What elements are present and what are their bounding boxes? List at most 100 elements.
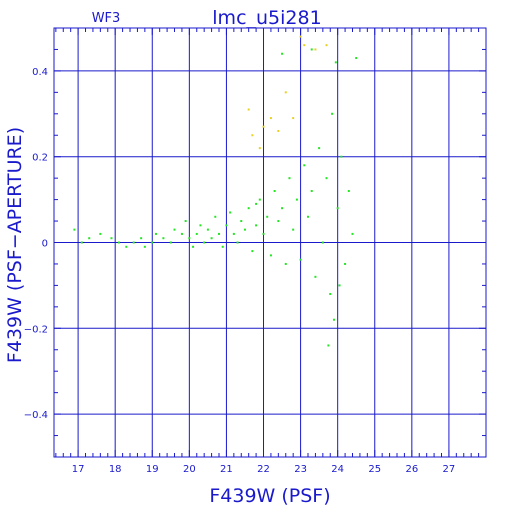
data-point bbox=[151, 241, 154, 244]
data-point bbox=[307, 215, 310, 218]
data-point bbox=[318, 147, 321, 150]
data-point bbox=[269, 117, 272, 120]
chart-title: lmc_u5i281 bbox=[212, 7, 321, 29]
data-point bbox=[262, 125, 265, 128]
data-point bbox=[154, 232, 157, 235]
data-point bbox=[210, 237, 213, 240]
data-point bbox=[310, 48, 313, 51]
data-point bbox=[273, 190, 276, 193]
data-point bbox=[281, 207, 284, 210]
data-point bbox=[314, 48, 317, 51]
data-point bbox=[192, 245, 195, 248]
data-point bbox=[281, 52, 284, 55]
x-tick-label: 24 bbox=[331, 464, 344, 475]
data-point bbox=[180, 232, 183, 235]
data-point bbox=[355, 57, 358, 60]
data-point bbox=[269, 254, 272, 257]
data-point bbox=[162, 237, 165, 240]
data-point bbox=[240, 220, 243, 223]
y-axis-label: F439W (PSF−APERTURE) bbox=[4, 127, 26, 363]
data-point bbox=[338, 284, 341, 287]
data-points bbox=[73, 35, 358, 347]
data-point bbox=[334, 61, 337, 64]
data-point bbox=[199, 224, 202, 227]
data-point bbox=[303, 44, 306, 47]
data-point bbox=[110, 237, 113, 240]
data-point bbox=[284, 262, 287, 265]
data-point bbox=[310, 190, 313, 193]
data-point bbox=[321, 241, 324, 244]
data-point bbox=[325, 177, 328, 180]
data-point bbox=[277, 129, 280, 132]
data-point bbox=[236, 241, 239, 244]
data-point bbox=[314, 275, 317, 278]
data-point bbox=[229, 211, 232, 214]
data-point bbox=[195, 232, 198, 235]
data-point bbox=[251, 134, 254, 137]
x-tick-label: 18 bbox=[109, 464, 122, 475]
data-point bbox=[251, 250, 254, 253]
data-point bbox=[80, 241, 83, 244]
data-point bbox=[184, 220, 187, 223]
y-tick-label: 0 bbox=[42, 239, 48, 250]
y-tick-label: −0.2 bbox=[24, 324, 48, 335]
data-point bbox=[329, 292, 332, 295]
data-point bbox=[266, 215, 269, 218]
data-point bbox=[218, 232, 221, 235]
x-tick-label: 20 bbox=[183, 464, 196, 475]
grid bbox=[54, 28, 486, 457]
data-point bbox=[332, 318, 335, 321]
data-point bbox=[88, 237, 91, 240]
data-point bbox=[351, 232, 354, 235]
x-axis-label: F439W (PSF) bbox=[209, 485, 330, 507]
data-point bbox=[221, 245, 224, 248]
data-point bbox=[173, 228, 176, 231]
data-point bbox=[169, 241, 172, 244]
data-point bbox=[214, 215, 217, 218]
corner-label: WF3 bbox=[92, 11, 121, 26]
axis-ticks bbox=[54, 27, 487, 458]
data-point bbox=[132, 241, 135, 244]
data-point bbox=[243, 228, 246, 231]
data-point bbox=[258, 147, 261, 150]
x-tick-label: 26 bbox=[405, 464, 418, 475]
x-tick-label: 21 bbox=[220, 464, 233, 475]
x-tick-label: 25 bbox=[368, 464, 381, 475]
data-point bbox=[203, 241, 206, 244]
y-tick-label: 0.2 bbox=[32, 153, 48, 164]
data-point bbox=[117, 241, 120, 244]
data-point bbox=[225, 224, 228, 227]
y-tick-label: 0.4 bbox=[32, 67, 48, 78]
data-point bbox=[255, 224, 258, 227]
x-tick-label: 27 bbox=[443, 464, 456, 475]
x-tick-label: 23 bbox=[294, 464, 307, 475]
data-point bbox=[247, 108, 250, 111]
x-tick-label: 22 bbox=[257, 464, 270, 475]
data-point bbox=[325, 44, 328, 47]
data-point bbox=[336, 207, 339, 210]
data-point bbox=[188, 237, 191, 240]
data-point bbox=[140, 237, 143, 240]
data-point bbox=[340, 155, 343, 158]
x-tick-label: 19 bbox=[146, 464, 159, 475]
data-point bbox=[262, 232, 265, 235]
data-point bbox=[295, 198, 298, 201]
data-point bbox=[344, 262, 347, 265]
data-point bbox=[247, 207, 250, 210]
data-point bbox=[258, 198, 261, 201]
data-point bbox=[327, 344, 330, 347]
data-point bbox=[206, 228, 209, 231]
tick-labels: 17 18 19 20 21 22 23 24 25 26 27 −0.4 −0.2 0 0.2 0.4 bbox=[24, 67, 456, 475]
data-point bbox=[299, 35, 302, 38]
data-point bbox=[299, 258, 302, 261]
data-point bbox=[255, 202, 258, 205]
data-point bbox=[347, 190, 350, 193]
data-point bbox=[288, 177, 291, 180]
data-point bbox=[125, 245, 128, 248]
data-point bbox=[277, 220, 280, 223]
data-point bbox=[292, 228, 295, 231]
data-point bbox=[99, 232, 102, 235]
data-point bbox=[303, 164, 306, 167]
y-tick-label: −0.4 bbox=[24, 410, 48, 421]
